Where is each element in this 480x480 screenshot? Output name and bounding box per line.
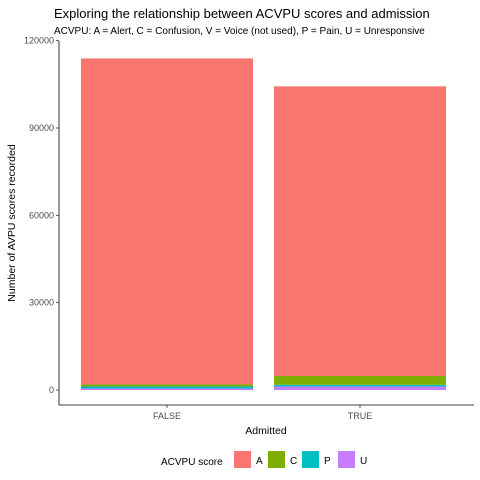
legend: ACVPU score A C P U xyxy=(161,451,367,468)
y-tick-label: 30000 xyxy=(29,298,54,308)
legend-label-c: C xyxy=(290,456,297,467)
y-tick-label: 0 xyxy=(49,385,54,395)
legend-key-p xyxy=(302,451,319,468)
bars-group xyxy=(81,58,446,390)
y-ticks: 0 30000 60000 90000 120000 xyxy=(24,36,59,395)
bar-true-u xyxy=(274,387,446,390)
legend-key-u xyxy=(338,451,355,468)
bar-true-p xyxy=(274,385,446,387)
legend-label-a: A xyxy=(256,456,263,467)
bar-false-p xyxy=(81,387,253,389)
y-axis-title: Number of AVPU scores recorded xyxy=(6,144,18,302)
bar-true-a xyxy=(274,86,446,376)
legend-title: ACVPU score xyxy=(161,457,223,468)
legend-key-c xyxy=(268,451,285,468)
bar-true-c xyxy=(274,376,446,385)
chart-title: Exploring the relationship between ACVPU… xyxy=(54,6,430,21)
x-tick-label: TRUE xyxy=(348,411,373,421)
y-tick-label: 60000 xyxy=(29,210,54,220)
bar-false-c xyxy=(81,384,253,386)
bar-false-a xyxy=(81,58,253,384)
x-ticks: FALSE TRUE xyxy=(153,405,372,421)
chart-subtitle: ACVPU: A = Alert, C = Confusion, V = Voi… xyxy=(54,26,425,37)
bar-false-u xyxy=(81,389,253,390)
legend-key-a xyxy=(234,451,251,468)
y-tick-label: 90000 xyxy=(29,123,54,133)
legend-label-u: U xyxy=(360,456,367,467)
y-tick-label: 120000 xyxy=(24,36,54,46)
x-tick-label: FALSE xyxy=(153,411,181,421)
x-axis-title: Admitted xyxy=(245,425,287,437)
legend-label-p: P xyxy=(324,456,331,467)
